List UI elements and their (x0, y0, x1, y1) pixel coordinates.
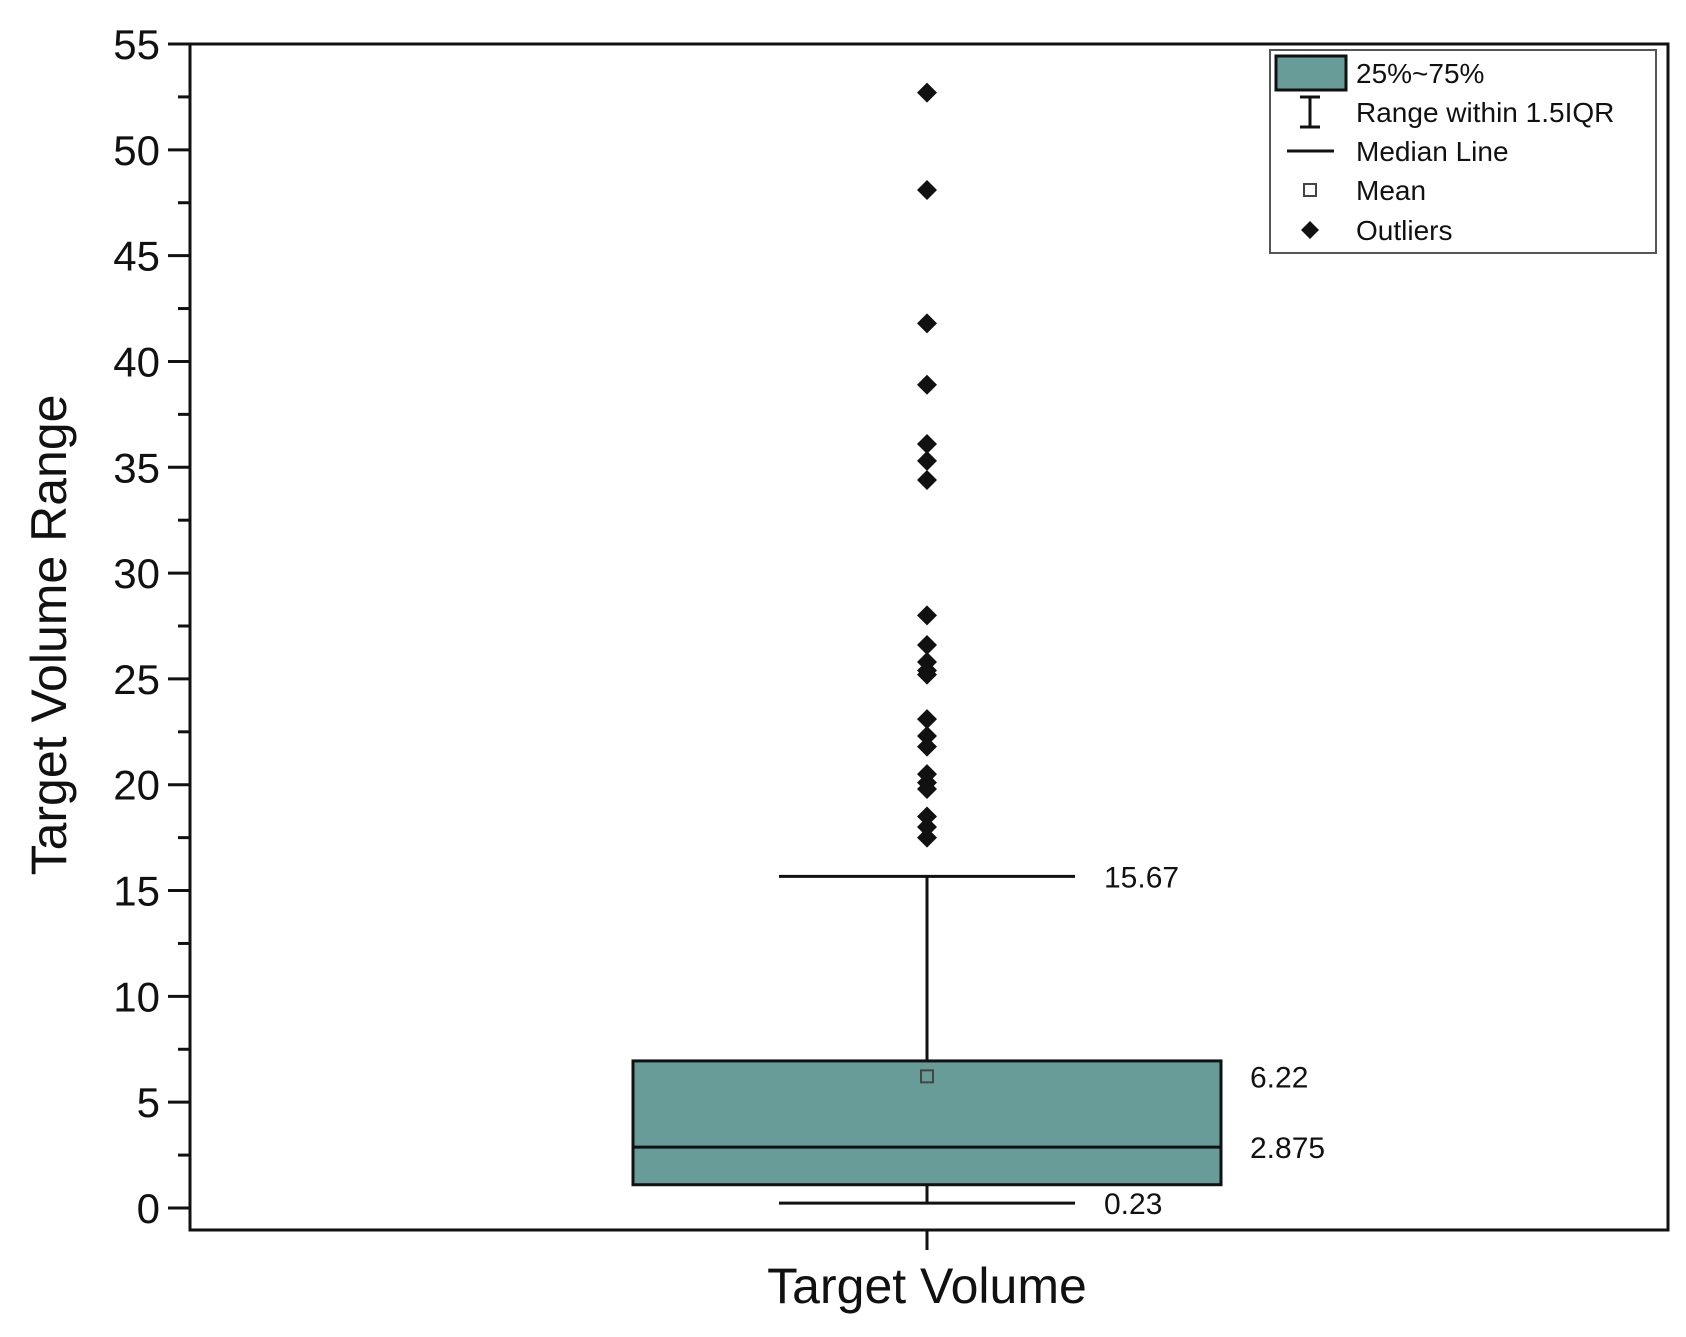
outlier-point (917, 726, 937, 747)
outliers (917, 82, 937, 848)
plot-frame (188, 42, 1670, 1232)
legend-label: Mean (1356, 175, 1426, 206)
y-tick-label: 30 (113, 550, 160, 597)
y-tick-label: 25 (113, 656, 160, 703)
x-axis-title: Target Volume (767, 1258, 1087, 1314)
outlier-point (917, 82, 937, 103)
outlier-point (917, 778, 937, 799)
outlier-point (917, 709, 937, 730)
y-tick-label: 40 (113, 338, 160, 385)
outlier-point (917, 433, 937, 454)
legend-box-symbol (1274, 54, 1348, 92)
outlier-point (917, 374, 937, 395)
outlier-point (917, 635, 937, 656)
outlier-point (917, 180, 937, 201)
outlier-point (917, 469, 937, 490)
outlier-point (917, 664, 937, 685)
y-tick-label: 35 (113, 444, 160, 491)
legend-label: 25%~75% (1356, 58, 1484, 89)
y-tick-label: 50 (113, 127, 160, 174)
y-tick-label: 5 (137, 1079, 160, 1126)
y-tick-label: 45 (113, 233, 160, 280)
legend-label: Range within 1.5IQR (1356, 97, 1614, 128)
legend-outlier-symbol (1301, 221, 1319, 239)
plot-area (188, 42, 1670, 1250)
y-axis: 0 5 10 15 20 25 30 35 40 45 50 55 (113, 21, 190, 1232)
iqr-box (631, 1059, 1223, 1187)
legend-label: Median Line (1356, 136, 1509, 167)
outlier-point (917, 313, 937, 334)
annotation-median: 2.875 (1250, 1132, 1325, 1165)
outlier-point (917, 450, 937, 471)
annotations: 15.67 6.22 2.875 0.23 (1104, 861, 1325, 1221)
legend-mean-symbol (1303, 183, 1317, 197)
annotation-whisker-high: 15.67 (1104, 861, 1179, 894)
outlier-point (917, 817, 937, 838)
y-tick-label: 0 (137, 1185, 160, 1232)
legend-label: Outliers (1356, 215, 1452, 246)
y-tick-label: 20 (113, 762, 160, 809)
outlier-point (917, 806, 937, 827)
outlier-point (917, 605, 937, 626)
annotation-whisker-low: 0.23 (1104, 1188, 1162, 1221)
y-tick-label: 55 (113, 21, 160, 68)
outlier-point (917, 827, 937, 848)
y-tick-label: 15 (113, 868, 160, 915)
outlier-point (917, 736, 937, 757)
mean-marker (920, 1069, 934, 1084)
legend: 25%~75% Range within 1.5IQR Median Line Mea… (1269, 49, 1657, 254)
annotation-mean: 6.22 (1250, 1061, 1308, 1094)
y-tick-label: 10 (113, 973, 160, 1020)
y-axis-title: Target Volume Range (21, 395, 77, 876)
